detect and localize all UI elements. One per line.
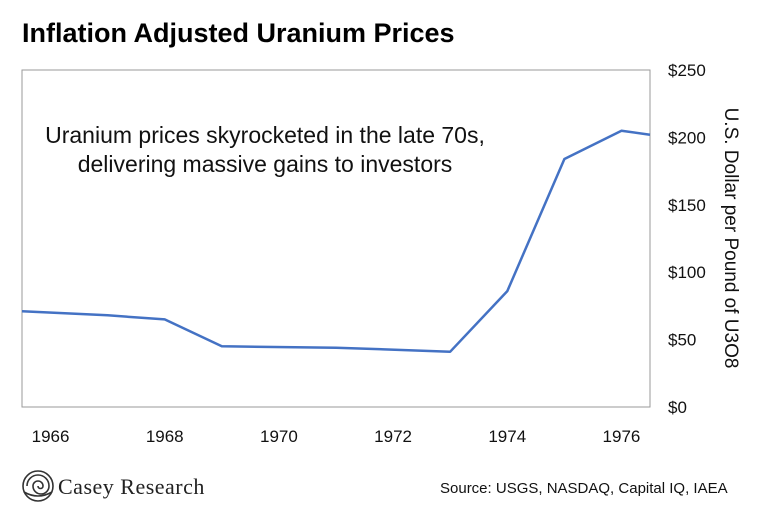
price-series-line <box>21 129 651 353</box>
x-tick-label: 1972 <box>374 427 412 446</box>
x-tick-label: 1976 <box>603 427 641 446</box>
source-note: Source: USGS, NASDAQ, Capital IQ, IAEA <box>440 480 728 497</box>
y-tick-label: $200 <box>668 128 706 147</box>
x-tick-label: 1966 <box>32 427 70 446</box>
chart-title: Inflation Adjusted Uranium Prices <box>22 18 455 48</box>
casey-research-logo: Casey Research <box>22 470 205 502</box>
y-axis-label: U.S. Dollar per Pound of U3O8 <box>720 108 741 369</box>
chart-annotation-line-1: Uranium prices skyrocketed in the late 7… <box>45 122 485 148</box>
x-tick-label: 1974 <box>488 427 526 446</box>
y-axis-ticks: $0 $50 $100 $150 $200 $250 <box>668 61 706 417</box>
x-tick-label: 1968 <box>146 427 184 446</box>
y-tick-label: $50 <box>668 331 696 350</box>
brand-name: Casey Research <box>58 474 205 499</box>
shell-icon <box>22 470 54 502</box>
plot-area <box>21 69 651 408</box>
x-tick-label: 1970 <box>260 427 298 446</box>
y-tick-label: $0 <box>668 398 687 417</box>
x-axis-ticks: 1966 1968 1970 1972 1974 1976 <box>32 427 641 446</box>
y-tick-label: $100 <box>668 263 706 282</box>
y-tick-label: $150 <box>668 196 706 215</box>
y-tick-label: $250 <box>668 61 706 80</box>
chart-annotation-line-2: delivering massive gains to investors <box>78 151 453 177</box>
